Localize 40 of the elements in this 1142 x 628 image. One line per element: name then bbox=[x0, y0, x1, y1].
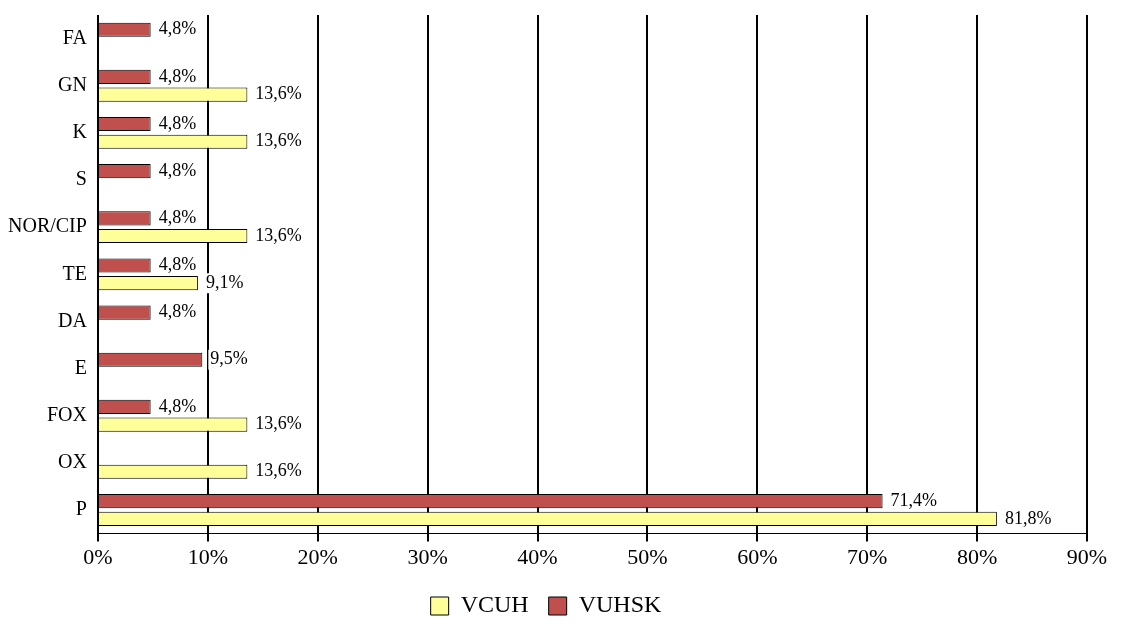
data-label: 4,8% bbox=[158, 395, 197, 416]
y-tick-label: P bbox=[75, 497, 87, 520]
y-tick-label: FOX bbox=[46, 402, 88, 425]
legend-label: VUHSK bbox=[578, 591, 663, 618]
x-tick-label: 30% bbox=[407, 543, 448, 569]
data-label: 4,8% bbox=[158, 18, 197, 39]
legend-label: VCUH bbox=[460, 591, 529, 618]
data-label: 13,6% bbox=[255, 460, 302, 481]
data-label: 4,8% bbox=[158, 159, 197, 180]
y-tick-label: TE bbox=[62, 261, 87, 284]
data-label: 4,8% bbox=[158, 301, 197, 322]
x-tick-label: 40% bbox=[517, 543, 558, 569]
data-label: 13,6% bbox=[255, 413, 302, 434]
data-label: 13,6% bbox=[255, 130, 302, 151]
data-label: 4,8% bbox=[158, 254, 197, 275]
x-tick-label: 20% bbox=[297, 543, 338, 569]
x-tick-label: 10% bbox=[187, 543, 228, 569]
y-tick-label: GN bbox=[58, 72, 87, 95]
data-label: 13,6% bbox=[255, 224, 302, 245]
y-tick-label: OX bbox=[58, 450, 88, 473]
y-tick-label: FA bbox=[62, 25, 88, 48]
x-tick-label: 80% bbox=[956, 543, 998, 569]
data-label: 4,8% bbox=[158, 65, 197, 86]
data-label: 4,8% bbox=[158, 112, 197, 133]
data-label: 13,6% bbox=[255, 83, 302, 104]
data-label: 9,5% bbox=[210, 348, 248, 369]
x-tick-label: 90% bbox=[1066, 543, 1108, 569]
x-tick-label: 0% bbox=[83, 543, 113, 569]
x-tick-label: 60% bbox=[737, 543, 778, 569]
x-tick-label: 70% bbox=[847, 543, 888, 569]
y-tick-label: S bbox=[75, 167, 87, 190]
x-tick-label: 50% bbox=[627, 543, 668, 569]
y-tick-label: K bbox=[72, 120, 88, 143]
y-tick-label: NOR/CIP bbox=[8, 214, 87, 237]
data-label: 9,1% bbox=[205, 271, 244, 292]
data-label: 4,8% bbox=[158, 207, 197, 228]
data-label: 81,8% bbox=[1004, 507, 1052, 528]
y-tick-label: DA bbox=[58, 308, 88, 331]
y-tick-label: E bbox=[74, 355, 87, 378]
data-label: 71,4% bbox=[890, 489, 938, 510]
